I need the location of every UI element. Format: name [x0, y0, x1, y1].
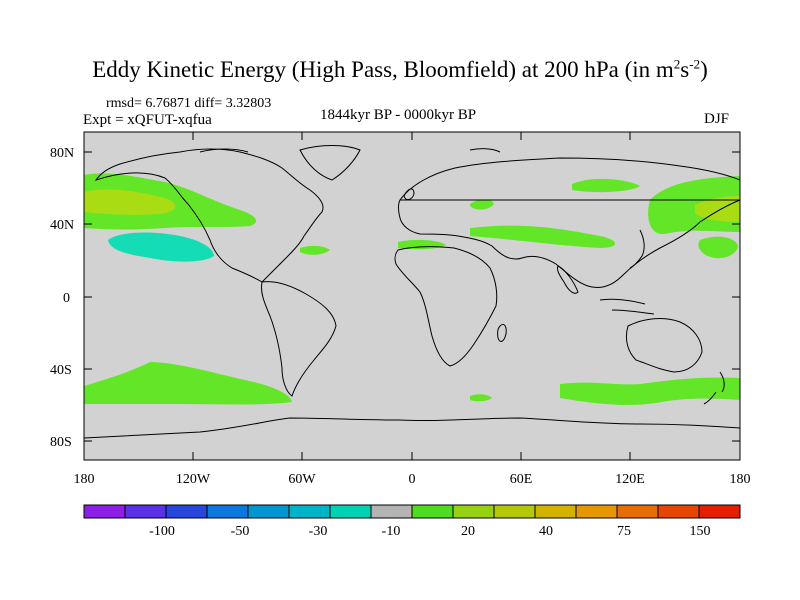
field-atlantic-green: [300, 245, 330, 255]
field-siberia-green: [572, 178, 640, 193]
lat-ticks: [84, 151, 740, 442]
field-japan-green: [698, 236, 738, 259]
colorbar-labels: -100 -50 -30 -10 20 40 75 150: [149, 524, 710, 539]
lon-ticks: [192, 132, 631, 460]
colorbar-swatch: [124, 504, 167, 519]
map-title: Eddy Kinetic Energy (High Pass, Bloomfie…: [92, 56, 708, 82]
colorbar-swatch: [657, 504, 700, 519]
coastlines: [83, 145, 741, 439]
coast-africa: [394, 246, 498, 367]
coast-arctic-islands: [199, 148, 501, 153]
colorbar-label: -100: [149, 524, 175, 539]
field-s-atlantic-green: [470, 394, 492, 402]
coast-japan: [629, 229, 645, 269]
field-asia-band-green: [470, 225, 615, 248]
coast-south-america: [261, 281, 337, 397]
coast-madagascar: [497, 323, 507, 342]
lat-label-80n: 80N: [50, 146, 74, 161]
colorbar-label: 75: [617, 524, 631, 539]
colorbar-swatch: [534, 504, 577, 519]
colorbar-swatch: [616, 504, 659, 519]
colorbar-label: 20: [461, 524, 475, 539]
lon-label-180w: 180: [74, 472, 95, 487]
colorbar-swatch: [288, 504, 331, 519]
colorbar-swatch: [329, 504, 372, 519]
coast-new-zealand: [703, 371, 725, 405]
colorbar-swatch: [165, 504, 208, 519]
period-label: 1844kyr BP - 0000kyr BP: [320, 107, 477, 123]
coast-indonesia: [599, 298, 655, 315]
experiment-label: Expt = xQFUT-xqfua: [83, 112, 212, 128]
lat-label-0: 0: [63, 291, 70, 306]
colorbar-swatch: [247, 504, 290, 519]
colorbar-label: -30: [309, 524, 328, 539]
colorbar-label: 40: [539, 524, 553, 539]
field-w-pacific-yellowgreen: [695, 196, 740, 222]
coast-north-america: [94, 148, 324, 283]
colorbar-swatch: [206, 504, 249, 519]
colorbar-swatch: [411, 504, 454, 519]
colorbar-swatch: [698, 504, 741, 519]
lat-label-40n: 40N: [50, 218, 74, 233]
coast-india: [557, 265, 579, 294]
field-teal-anomaly: [108, 232, 214, 262]
lon-label-120w: 120W: [176, 472, 211, 487]
colorbar-swatch: [493, 504, 536, 519]
lat-label-40s: 40S: [50, 363, 72, 378]
field-s-indian-green: [560, 377, 740, 405]
lon-label-60e: 60E: [510, 472, 533, 487]
colorbar-label: -50: [231, 524, 250, 539]
colorbar-label: 150: [690, 524, 711, 539]
lon-label-180e: 180: [730, 472, 751, 487]
coast-antarctica: [83, 417, 741, 439]
map-background: [84, 132, 740, 460]
field-n-pacific-yellowgreen: [84, 189, 176, 215]
colorbar-swatch: [575, 504, 618, 519]
colorbar-swatch: [83, 504, 126, 519]
coast-australia: [625, 318, 703, 373]
colorbar-swatch: [452, 504, 495, 519]
lon-label-0: 0: [409, 472, 416, 487]
coast-eurasia: [398, 157, 741, 289]
lat-label-80s: 80S: [50, 435, 72, 450]
field-s-pacific-green: [84, 362, 292, 405]
coast-greenland: [299, 145, 361, 181]
colorbar: [83, 504, 741, 519]
colorbar-swatch: [370, 504, 413, 519]
coast-uk: [403, 188, 415, 201]
field-europe-green: [470, 199, 494, 210]
anomaly-fields: [84, 173, 740, 405]
stats-text: rmsd= 6.76871 diff= 3.32803: [106, 96, 272, 111]
lon-label-120e: 120E: [615, 472, 645, 487]
colorbar-label: -10: [382, 524, 401, 539]
lon-label-60w: 60W: [288, 472, 316, 487]
season-label: DJF: [704, 111, 730, 127]
